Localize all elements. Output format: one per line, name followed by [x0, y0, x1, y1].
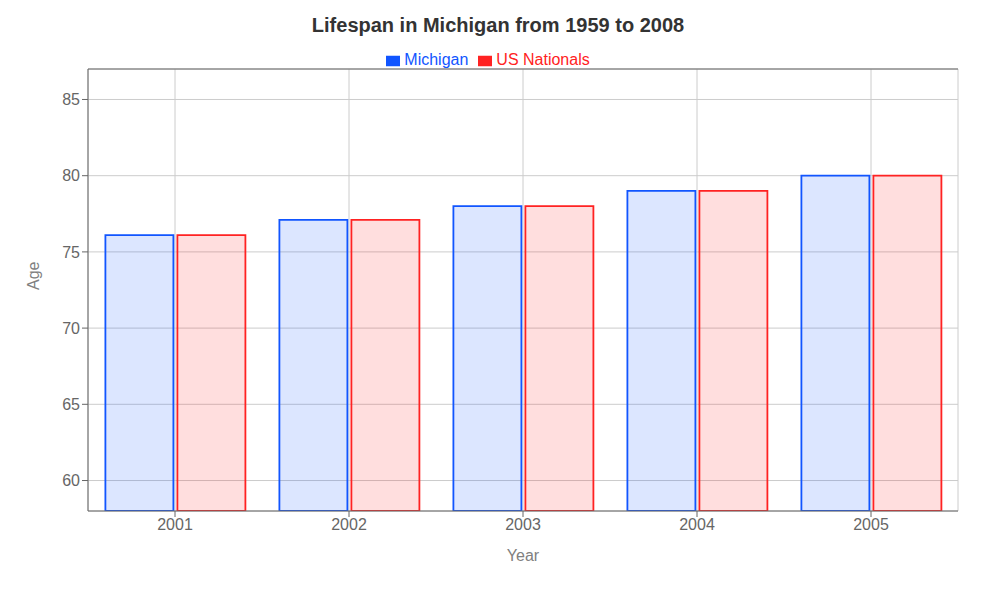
svg-text:80: 80	[62, 167, 80, 184]
svg-text:2004: 2004	[679, 516, 715, 533]
svg-text:70: 70	[62, 320, 80, 337]
svg-text:2003: 2003	[505, 516, 541, 533]
html-text:Lifespan in Michigan from 1959: Lifespan in Michigan from 1959 to 2008	[311, 14, 685, 36]
svg-text:Year: Year	[507, 547, 540, 564]
svg-text:65: 65	[62, 396, 80, 413]
html-text:US Nationals: US Nationals	[496, 51, 590, 68]
svg-text:2002: 2002	[331, 516, 367, 533]
svg-text:75: 75	[62, 244, 80, 261]
svg-text:85: 85	[62, 91, 80, 108]
svg-text:60: 60	[62, 472, 80, 489]
svg-text:2001: 2001	[157, 516, 193, 533]
svg-text:Age: Age	[25, 261, 42, 290]
html-text:Michigan: Michigan	[404, 51, 469, 68]
svg-text:2005: 2005	[853, 516, 889, 533]
